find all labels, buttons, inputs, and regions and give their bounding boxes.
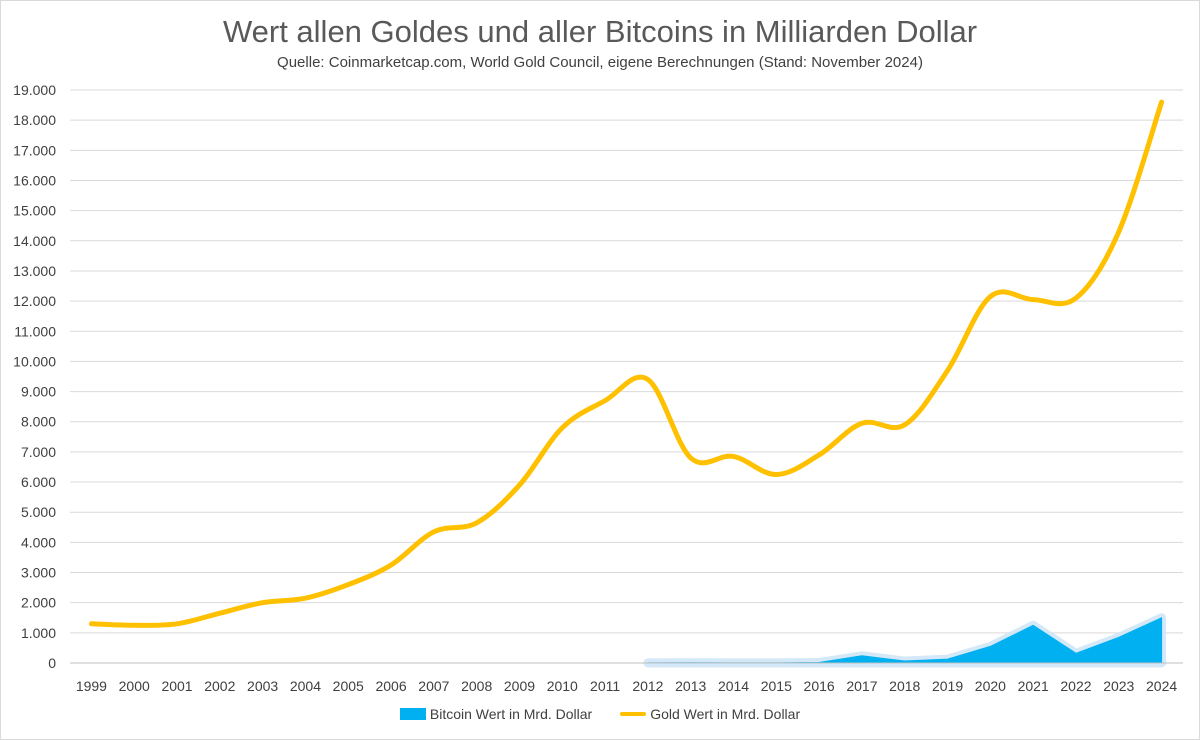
y-tick-label: 3.000 (21, 565, 56, 581)
axes: 0 1.000 2.000 3.000 4.000 5.000 6.000 7.000 8.00… (13, 82, 1183, 694)
bitcoin-area (647, 616, 1163, 664)
gold-series (88, 99, 1165, 628)
x-tick-label: 2022 (1060, 678, 1091, 694)
legend-item-gold: Gold Wert in Mrd. Dollar (620, 706, 800, 722)
y-tick-label: 16.000 (13, 172, 56, 188)
x-tick-label: 2008 (461, 678, 492, 694)
y-tick-label: 7.000 (21, 444, 56, 460)
x-tick-label: 2001 (161, 678, 192, 694)
y-tick-label: 8.000 (21, 414, 56, 430)
y-tick-label: 9.000 (21, 384, 56, 400)
x-tick-label: 2010 (547, 678, 578, 694)
y-tick-label: 17.000 (13, 142, 56, 158)
y-tick-label: 1.000 (21, 625, 56, 641)
x-tick-label: 2016 (804, 678, 835, 694)
legend-item-bitcoin: Bitcoin Wert in Mrd. Dollar (399, 706, 593, 722)
y-tick-label: 13.000 (13, 263, 56, 279)
y-tick-label: 12.000 (13, 293, 56, 309)
y-tick-label: 15.000 (13, 203, 56, 219)
x-tick-label: 2019 (932, 678, 963, 694)
y-tick-label: 11.000 (14, 323, 56, 339)
x-tick-label: 2005 (333, 678, 364, 694)
y-tick-label: 10.000 (13, 353, 56, 369)
x-tick-label: 2017 (846, 678, 877, 694)
x-tick-label: 2007 (418, 678, 449, 694)
gold-line (88, 99, 1165, 628)
y-tick-label: 4.000 (21, 534, 56, 550)
y-tick-label: 5.000 (21, 504, 56, 520)
x-tick-label: 2021 (1018, 678, 1049, 694)
x-tick-label: 1999 (76, 678, 107, 694)
chart-title: Wert allen Goldes und aller Bitcoins in … (222, 14, 978, 49)
x-tick-label: 2024 (1146, 678, 1177, 694)
legend-swatch-bitcoin (399, 708, 426, 720)
x-tick-label: 2003 (247, 678, 278, 694)
x-tick-label: 2013 (675, 678, 706, 694)
x-tick-label: 2009 (504, 678, 535, 694)
x-tick-label: 2002 (204, 678, 235, 694)
y-tick-label: 2.000 (21, 595, 56, 611)
x-tick-label: 2018 (889, 678, 920, 694)
y-tick-label: 0 (48, 655, 56, 671)
x-tick-label: 2011 (590, 678, 620, 694)
y-tick-label: 6.000 (21, 474, 56, 490)
chart-subtitle: Quelle: Coinmarketcap.com, World Gold Co… (277, 54, 923, 71)
x-tick-label: 2015 (761, 678, 792, 694)
legend-swatch-gold (620, 712, 647, 716)
gridlines (70, 89, 1183, 634)
bitcoin-series (643, 613, 1167, 668)
x-tick-label: 2006 (375, 678, 406, 694)
legend-label-bitcoin: Bitcoin Wert in Mrd. Dollar (429, 706, 593, 722)
y-tick-label: 19.000 (13, 82, 56, 98)
x-tick-label: 2004 (290, 678, 321, 694)
y-tick-label: 14.000 (13, 233, 56, 249)
x-tick-label: 2012 (632, 678, 663, 694)
legend: Bitcoin Wert in Mrd. Dollar Gold Wert in… (0, 706, 1200, 722)
x-tick-label: 2023 (1103, 678, 1134, 694)
x-tick-label: 2020 (975, 678, 1006, 694)
legend-label-gold: Gold Wert in Mrd. Dollar (650, 706, 801, 722)
x-tick-label: 2014 (718, 678, 749, 694)
x-tick-label: 2000 (119, 678, 150, 694)
y-tick-label: 18.000 (13, 112, 56, 128)
